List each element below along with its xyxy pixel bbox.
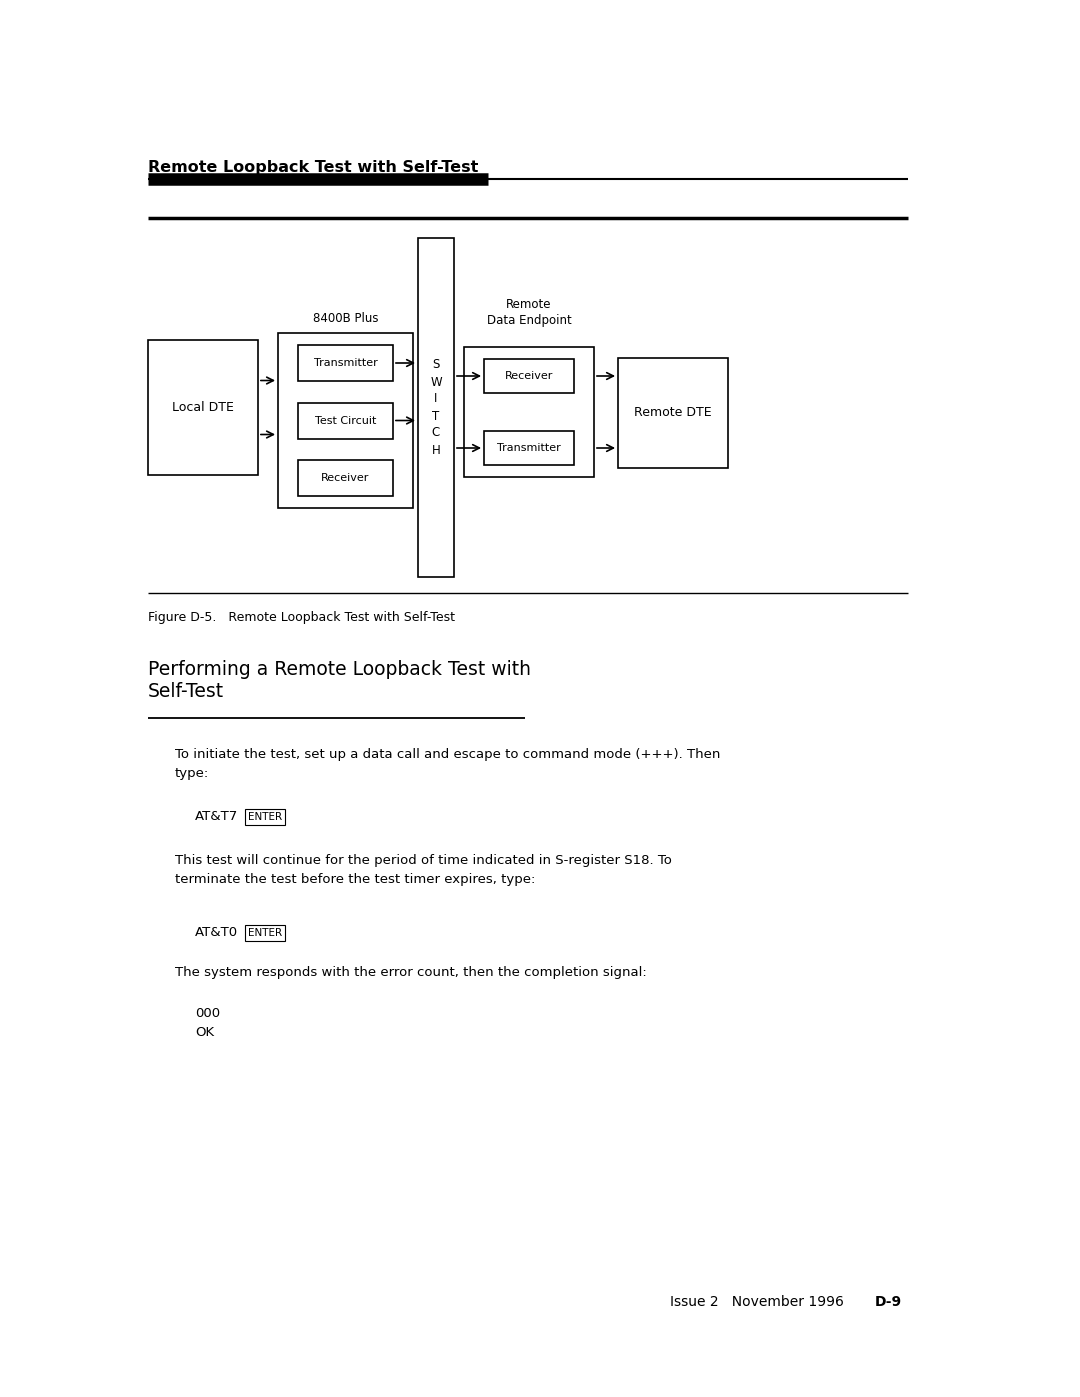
Text: To initiate the test, set up a data call and escape to command mode (+++). Then: To initiate the test, set up a data call… xyxy=(175,747,720,761)
Bar xyxy=(418,237,454,577)
Bar xyxy=(464,346,594,476)
Bar xyxy=(298,402,393,439)
Bar xyxy=(148,339,258,475)
Text: 000: 000 xyxy=(195,1007,220,1020)
Text: AT&T0: AT&T0 xyxy=(195,926,238,939)
Text: This test will continue for the period of time indicated in S-register S18. To: This test will continue for the period o… xyxy=(175,854,672,868)
Text: AT&T7: AT&T7 xyxy=(195,810,239,823)
Text: 8400B Plus: 8400B Plus xyxy=(313,312,378,326)
Text: ENTER: ENTER xyxy=(248,812,282,821)
Text: Test Circuit: Test Circuit xyxy=(314,415,376,426)
Text: Self-Test: Self-Test xyxy=(148,682,225,701)
Text: Transmitter: Transmitter xyxy=(313,358,377,367)
Text: ENTER: ENTER xyxy=(248,928,282,937)
Text: S
W
I
T
C
H: S W I T C H xyxy=(430,359,442,457)
Text: Issue 2   November 1996: Issue 2 November 1996 xyxy=(670,1295,843,1309)
Text: The system responds with the error count, then the completion signal:: The system responds with the error count… xyxy=(175,965,647,979)
Text: Local DTE: Local DTE xyxy=(172,401,234,414)
Bar xyxy=(298,345,393,381)
Bar xyxy=(278,332,413,509)
Text: Remote Loopback Test with Self-Test: Remote Loopback Test with Self-Test xyxy=(148,161,478,175)
Text: Receiver: Receiver xyxy=(322,474,369,483)
Text: OK: OK xyxy=(195,1025,214,1039)
Text: Remote DTE: Remote DTE xyxy=(634,407,712,419)
Text: D-9: D-9 xyxy=(875,1295,902,1309)
Text: Remote
Data Endpoint: Remote Data Endpoint xyxy=(487,298,571,327)
Text: type:: type: xyxy=(175,767,210,780)
Bar xyxy=(618,358,728,468)
Text: Figure D-5.   Remote Loopback Test with Self-Test: Figure D-5. Remote Loopback Test with Se… xyxy=(148,610,455,624)
Bar xyxy=(484,359,573,393)
Text: Transmitter: Transmitter xyxy=(497,443,561,453)
Text: Performing a Remote Loopback Test with: Performing a Remote Loopback Test with xyxy=(148,659,531,679)
Text: Receiver: Receiver xyxy=(504,372,553,381)
Text: terminate the test before the test timer expires, type:: terminate the test before the test timer… xyxy=(175,873,536,886)
Bar xyxy=(298,460,393,496)
Bar xyxy=(484,432,573,465)
